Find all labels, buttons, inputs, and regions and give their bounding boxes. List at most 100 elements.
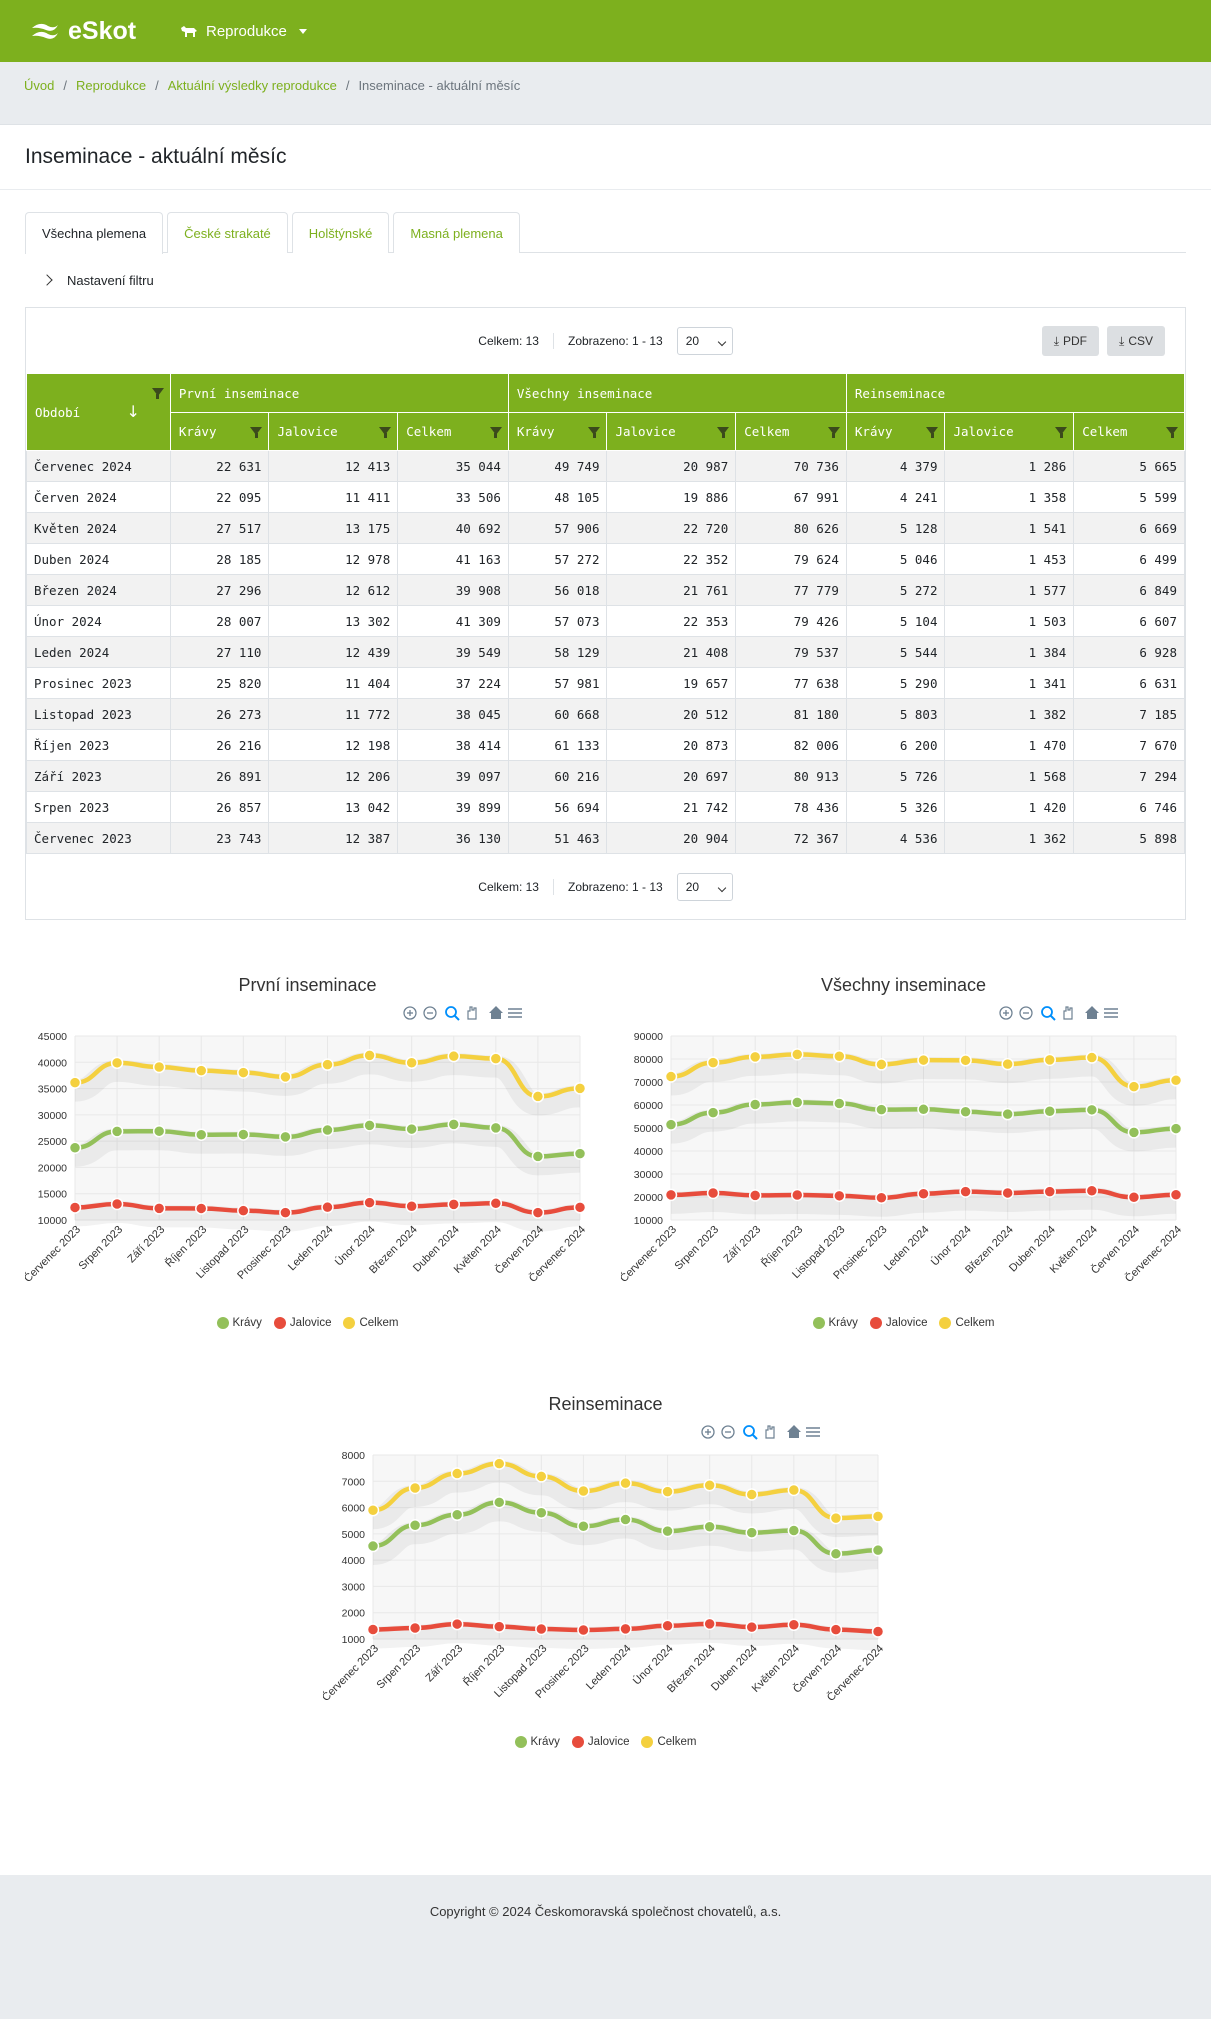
line-chart: 10000 15000 20000 25000 30000 35000 40000 45000… — [21, 1006, 588, 1285]
breadcrumb-home[interactable]: Úvod — [24, 77, 55, 93]
x-tick-label: Únor 2024 — [332, 1223, 378, 1269]
y-tick-label: 6000 — [342, 1503, 366, 1515]
breadcrumb-results[interactable]: Aktuální výsledky reprodukce — [167, 77, 337, 93]
value-cell: 12 439 — [268, 636, 399, 668]
sort-down-icon[interactable]: ↓ — [126, 402, 140, 421]
period-cell: Červen 2024 — [26, 481, 171, 513]
zoom-out-icon[interactable] — [721, 1425, 735, 1439]
x-tick-label: Srpen 2023 — [374, 1643, 423, 1692]
data-point — [279, 1130, 292, 1144]
value-cell: 1 503 — [944, 605, 1075, 637]
tab-beef-breeds[interactable]: Masná plemena — [393, 212, 520, 253]
filter-icon[interactable] — [588, 427, 601, 438]
zoom-in-icon[interactable] — [999, 1006, 1013, 1020]
value-cell: 25 820 — [169, 667, 270, 699]
value-cell: 12 198 — [268, 729, 399, 761]
column-header[interactable]: Jalovice — [268, 412, 399, 451]
zoom-out-icon[interactable] — [423, 1006, 437, 1020]
home-icon[interactable] — [489, 1006, 503, 1019]
home-icon[interactable] — [787, 1425, 801, 1438]
pdf-button[interactable]: ⤓ PDF — [1041, 326, 1099, 356]
legend-item[interactable]: Celkem — [641, 1736, 696, 1748]
legend-item[interactable]: Celkem — [343, 1317, 398, 1329]
value-cell: 12 387 — [268, 822, 399, 854]
csv-button[interactable]: ⤓ CSV — [1107, 326, 1165, 356]
filter-icon[interactable] — [379, 427, 392, 438]
value-cell: 5 104 — [845, 605, 946, 637]
filter-icon[interactable] — [1055, 427, 1068, 438]
menu-icon[interactable] — [508, 1008, 522, 1018]
filter-toggle[interactable]: Nastavení filtru — [25, 253, 1186, 308]
breadcrumb-reprodukce[interactable]: Reprodukce — [75, 77, 147, 93]
filter-icon[interactable] — [151, 388, 164, 399]
tab-holstein[interactable]: Holštýnské — [291, 212, 390, 253]
caret-down-icon — [298, 28, 307, 34]
value-cell: 6 669 — [1073, 512, 1185, 544]
data-point — [706, 1106, 720, 1119]
footer: Copyright © 2024 Českomoravská společnos… — [0, 1875, 1211, 1947]
series-shadow — [371, 1460, 879, 1538]
column-header[interactable]: Jalovice — [944, 412, 1075, 451]
tab-all-breeds[interactable]: Všechna plemena — [25, 212, 164, 254]
value-cell: 60 216 — [507, 760, 608, 792]
legend-item[interactable]: Krávy — [812, 1317, 858, 1329]
menu-icon[interactable] — [806, 1427, 820, 1437]
legend-item[interactable]: Jalovice — [869, 1317, 927, 1329]
value-cell: 79 537 — [735, 636, 847, 668]
filter-icon[interactable] — [1166, 427, 1178, 438]
zoom-in-icon[interactable] — [701, 1425, 715, 1439]
value-cell: 57 272 — [507, 543, 608, 575]
zoom-select-icon[interactable] — [1041, 1006, 1056, 1021]
value-cell: 19 886 — [606, 481, 737, 513]
filter-icon[interactable] — [827, 427, 840, 438]
data-point — [110, 1197, 124, 1211]
value-cell: 21 408 — [606, 636, 737, 668]
zoom-in-icon[interactable] — [403, 1006, 417, 1020]
data-point — [917, 1053, 930, 1067]
data-point — [408, 1519, 422, 1532]
y-tick-label: 5000 — [342, 1529, 366, 1541]
column-header[interactable]: Krávy — [169, 412, 270, 451]
data-point — [405, 1122, 418, 1136]
filter-icon[interactable] — [250, 427, 263, 438]
data-point — [791, 1188, 804, 1202]
value-cell: 19 657 — [606, 667, 737, 699]
legend-label: Celkem — [955, 1317, 995, 1329]
app-logo[interactable]: eSkot — [30, 17, 160, 46]
column-header[interactable]: Celkem — [735, 412, 847, 451]
period-header[interactable]: Období ↓ — [26, 373, 171, 451]
filter-icon[interactable] — [926, 427, 939, 438]
legend-item[interactable]: Krávy — [216, 1317, 262, 1329]
tab-czech-spotted[interactable]: České strakaté — [167, 212, 288, 253]
column-header[interactable]: Krávy — [507, 412, 608, 451]
column-header[interactable]: Jalovice — [606, 412, 737, 451]
value-cell: 20 904 — [606, 822, 737, 854]
x-tick-label: Říjen 2023 — [759, 1223, 806, 1270]
reprodukce-menu[interactable]: Reprodukce — [180, 23, 307, 40]
home-icon[interactable] — [1085, 1006, 1099, 1019]
page-size-select[interactable]: 20 — [676, 326, 733, 355]
zoom-select-icon[interactable] — [743, 1425, 758, 1440]
legend-item[interactable]: Jalovice — [273, 1317, 331, 1329]
filter-icon[interactable] — [717, 427, 730, 438]
legend-item[interactable]: Jalovice — [571, 1736, 629, 1748]
column-header[interactable]: Celkem — [1073, 412, 1185, 451]
page-size-select[interactable]: 20 — [676, 872, 733, 901]
value-cell: 5 544 — [845, 636, 946, 668]
zoom-out-icon[interactable] — [1019, 1006, 1033, 1020]
legend-item[interactable]: Krávy — [514, 1736, 560, 1748]
zoom-select-icon[interactable] — [445, 1006, 460, 1021]
pan-icon[interactable] — [1063, 1006, 1073, 1020]
legend-item[interactable]: Celkem — [939, 1317, 994, 1329]
data-point — [489, 1197, 503, 1210]
column-header[interactable]: Krávy — [845, 412, 946, 451]
data-point — [110, 1125, 124, 1138]
column-header[interactable]: Celkem — [397, 412, 509, 451]
filter-icon[interactable] — [489, 427, 502, 438]
pan-icon[interactable] — [765, 1425, 775, 1439]
menu-icon[interactable] — [1104, 1008, 1118, 1018]
pan-icon[interactable] — [467, 1006, 477, 1020]
value-cell: 1 358 — [944, 481, 1075, 513]
data-point — [152, 1202, 166, 1215]
value-cell: 20 873 — [606, 729, 737, 761]
